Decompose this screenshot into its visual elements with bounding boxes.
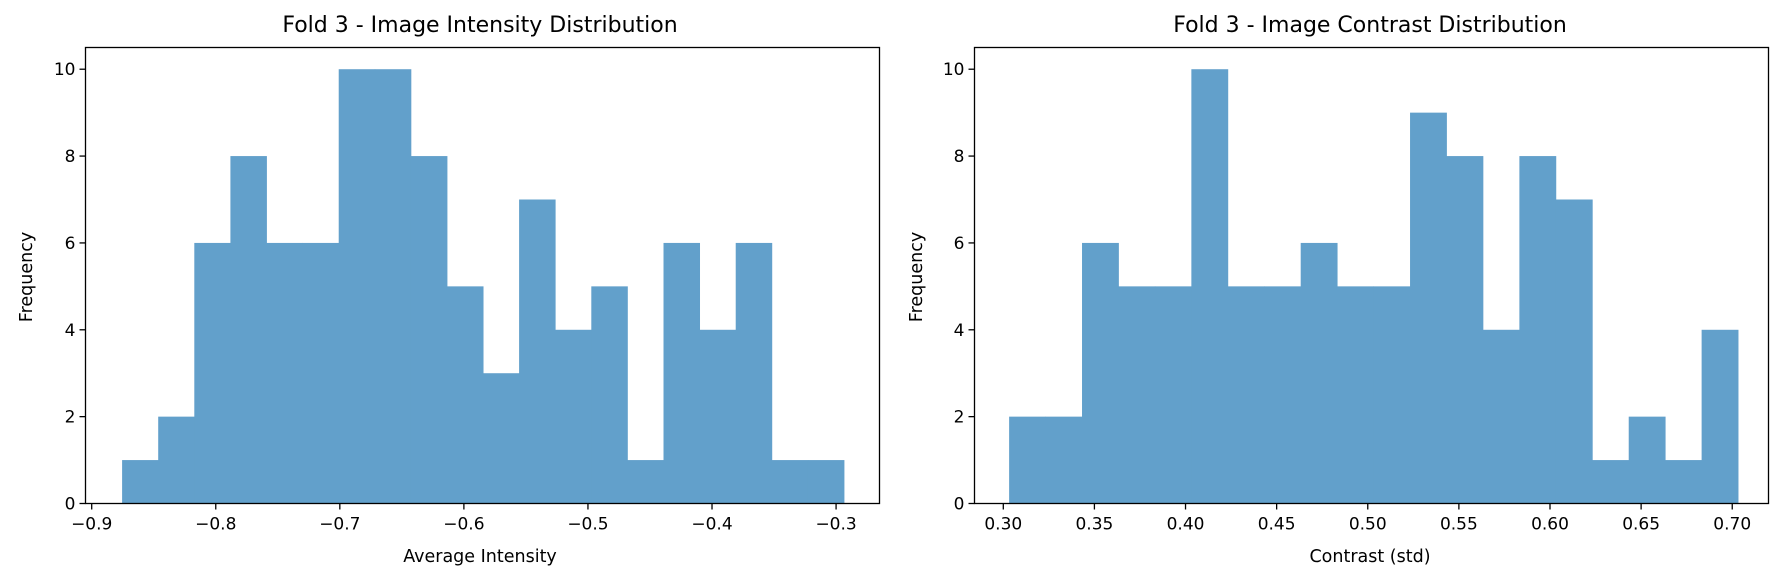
x-tick-label: −0.5 [567,515,608,535]
y-axis-label: Frequency [907,232,927,322]
x-tick-label: 0.30 [984,515,1022,535]
histogram-bar [1482,329,1520,504]
histogram-bar [1154,286,1192,504]
histogram-bar [663,242,701,504]
y-ticks: 0 2 4 6 8 10 [943,60,975,515]
histogram-bar [555,329,592,504]
x-tick-label: −0.6 [443,515,484,535]
histogram-bar [699,329,737,504]
x-tick-label: 0.50 [1349,515,1387,535]
x-ticks: 0.30 0.35 0.40 0.45 0.50 0.55 0.60 0.65 0.70 [984,503,1751,535]
histogram-bar [1373,286,1411,504]
histogram-bar [1555,199,1593,504]
bars [122,69,845,504]
histogram-bar [1628,416,1666,504]
plot-frame [84,46,881,505]
x-tick-label: 0.35 [1075,515,1113,535]
y-ticks: 0 2 4 6 8 10 [54,60,86,515]
x-tick-label: 0.55 [1440,515,1478,535]
x-tick-label: −0.4 [691,515,732,535]
y-tick-label: 6 [65,234,76,254]
histogram-bar [1446,156,1484,504]
histogram-bar [1045,416,1083,504]
histogram-bar [483,373,520,504]
x-tick-label: 0.65 [1622,515,1660,535]
histogram-bar [519,199,556,504]
x-tick-label: −0.8 [195,515,236,535]
histogram-bar [302,242,340,504]
y-tick-label: 8 [954,147,965,167]
histogram-bar [1337,286,1374,504]
histogram-bar [771,460,809,504]
x-tick-label: 0.60 [1531,515,1569,535]
x-tick-label: −0.3 [815,515,856,535]
histogram-bar [1592,460,1630,504]
x-axis-label: Contrast (std) [1309,547,1430,567]
y-tick-label: 2 [954,408,965,428]
histogram-bar [735,242,773,504]
x-tick-label: −0.9 [71,515,112,535]
x-tick-label: −0.7 [319,515,360,535]
histogram-bar [807,460,845,504]
y-axis-label: Frequency [17,232,37,322]
histogram-bar [230,156,267,504]
histogram-bar [1264,286,1302,504]
histogram-bar [1300,242,1338,504]
x-axis-label: Average Intensity [403,547,557,567]
histogram-bar [374,69,412,504]
histogram-bar [591,286,628,504]
x-tick-label: 0.40 [1167,515,1205,535]
histogram-bar [627,460,664,504]
chart-title: Fold 3 - Image Intensity Distribution [282,13,677,38]
histogram-bar [1410,112,1447,504]
histogram-bar [266,242,304,504]
histogram-bar [338,69,376,504]
x-tick-label: 0.70 [1713,515,1751,535]
y-tick-label: 4 [65,321,76,341]
y-tick-label: 2 [65,408,76,428]
histogram-bar [122,460,159,504]
contrast-histogram: Fold 3 - Image Contrast Distribution Con… [907,13,1770,567]
y-tick-label: 0 [65,495,76,515]
histogram-bar [1227,286,1265,504]
y-tick-label: 0 [954,495,965,515]
intensity-histogram: Fold 3 - Image Intensity Distribution Av… [17,13,881,567]
histogram-bar [158,416,195,504]
histogram-bar [1082,242,1119,504]
y-tick-label: 8 [65,147,76,167]
y-tick-label: 10 [54,60,76,80]
y-tick-label: 10 [943,60,965,80]
histogram-bar [1701,329,1739,504]
histogram-bar [1519,156,1557,504]
histogram-bar [410,156,448,504]
histogram-bar [1009,416,1046,504]
chart-title: Fold 3 - Image Contrast Distribution [1173,13,1567,38]
y-tick-label: 6 [954,234,965,254]
x-ticks: −0.9 −0.8 −0.7 −0.6 −0.5 −0.4 −0.3 [71,503,857,535]
histogram-bar [1118,286,1156,504]
histogram-bar [1191,69,1229,504]
histogram-bar [1665,460,1703,504]
bars [1009,69,1739,504]
histogram-bar [194,242,231,504]
histogram-bar [447,286,484,504]
plot-frame [973,46,1770,505]
x-tick-label: 0.45 [1258,515,1296,535]
y-tick-label: 4 [954,321,965,341]
